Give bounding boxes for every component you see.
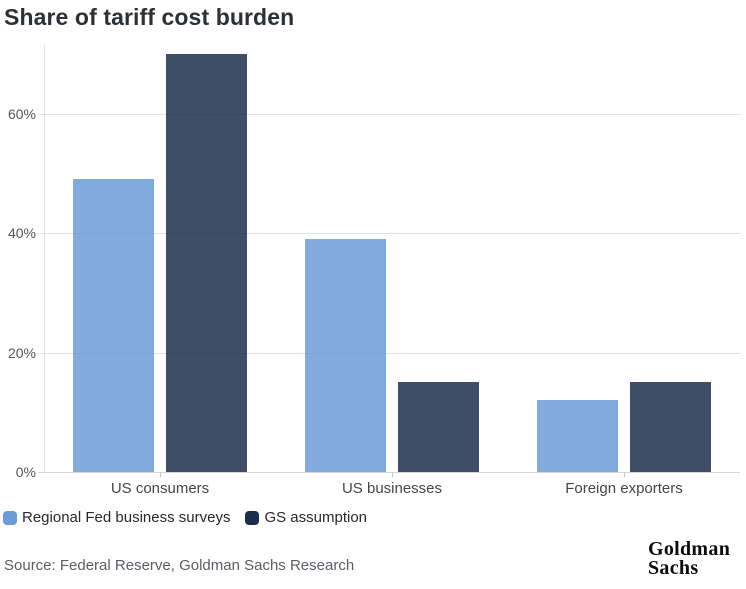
category-label: Foreign exporters — [565, 480, 683, 497]
category-label: US businesses — [341, 480, 443, 497]
x-axis-tick — [160, 472, 161, 477]
x-axis-line — [38, 472, 740, 473]
legend-swatch — [245, 511, 260, 525]
y-axis-label: 60% — [7, 106, 36, 122]
bar-regional-fed-business-surveys-foreign-exporters — [537, 400, 618, 472]
x-axis-tick — [624, 472, 625, 477]
logo-line1: Goldman — [648, 538, 731, 560]
legend-label: GS assumption — [264, 509, 367, 526]
gridline — [38, 233, 740, 234]
bar-regional-fed-business-surveys-us-consumers — [73, 179, 154, 472]
goldman-sachs-logo: Goldman Sachs — [648, 538, 731, 579]
legend-swatch — [3, 511, 17, 525]
y-axis-line — [44, 45, 45, 472]
y-axis-label: 20% — [7, 345, 36, 361]
y-axis-label: 40% — [7, 225, 36, 241]
source-note: Source: Federal Reserve, Goldman Sachs R… — [4, 557, 355, 574]
gridline — [38, 353, 740, 354]
chart-title: Share of tariff cost burden — [4, 4, 295, 30]
logo-line2: Sachs — [648, 557, 699, 579]
x-axis-tick — [392, 472, 393, 477]
category-label: US consumers — [110, 480, 210, 497]
legend-item: GS assumption — [245, 510, 367, 526]
legend: Regional Fed business surveys GS assumpti… — [3, 510, 367, 526]
legend-item: Regional Fed business surveys — [3, 510, 230, 526]
bar-regional-fed-business-surveys-us-businesses — [305, 239, 386, 472]
legend-label: Regional Fed business surveys — [22, 509, 231, 526]
bar-gs-assumption-us-consumers — [166, 53, 247, 472]
y-axis-label: 0% — [15, 464, 36, 480]
bar-gs-assumption-foreign-exporters — [630, 382, 711, 472]
gridline — [38, 114, 740, 115]
bar-gs-assumption-us-businesses — [398, 382, 479, 472]
